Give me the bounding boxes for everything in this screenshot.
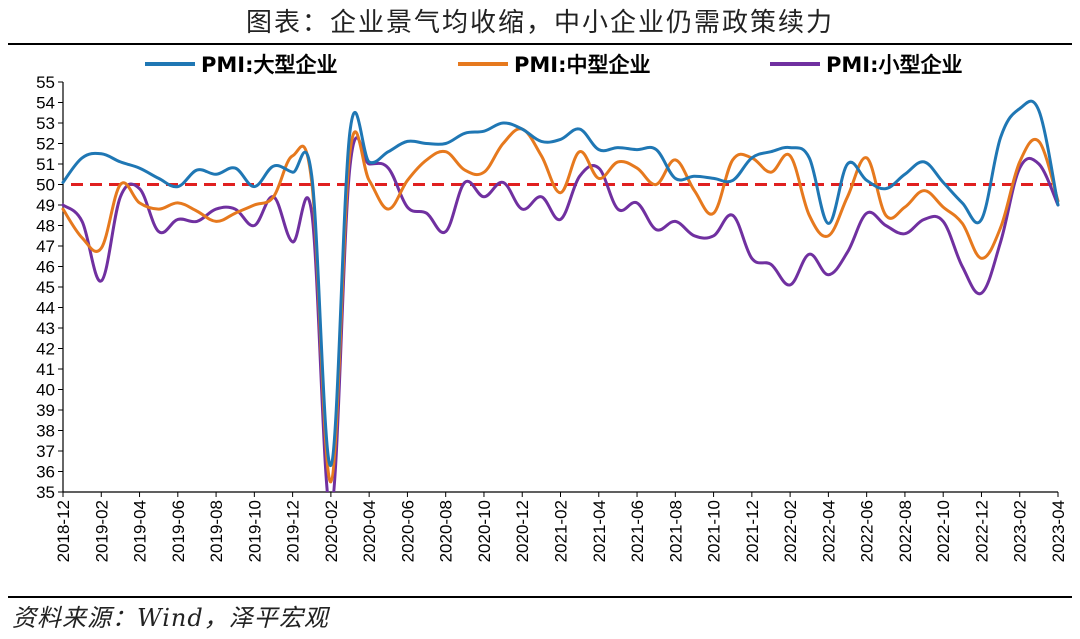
chart-title: 图表：企业景气均收缩，中小企业仍需政策续力 bbox=[245, 8, 834, 38]
y-tick-label: 51 bbox=[36, 155, 55, 174]
x-tick-label: 2021-10 bbox=[705, 500, 724, 562]
x-tick-label: 2022-08 bbox=[896, 500, 915, 562]
x-tick-label: 2022-12 bbox=[972, 500, 991, 562]
y-tick-label: 40 bbox=[36, 381, 55, 400]
y-tick-label: 45 bbox=[36, 278, 55, 297]
x-tick-label: 2023-04 bbox=[1049, 500, 1068, 562]
line-chart: PMI:大型企业 PMI:中型企业 PMI:小型企业 353637383940414… bbox=[36, 53, 1068, 562]
y-tick-label: 55 bbox=[36, 73, 55, 92]
x-tick-label: 2019-06 bbox=[169, 500, 188, 562]
series-line-2 bbox=[61, 136, 1060, 492]
x-tick-label: 2022-06 bbox=[858, 500, 877, 562]
x-tick-label: 2020-06 bbox=[398, 500, 417, 562]
y-tick-label: 43 bbox=[36, 319, 55, 338]
y-tick-label: 46 bbox=[36, 258, 55, 277]
x-tick-label: 2021-02 bbox=[552, 500, 571, 562]
series-line-0 bbox=[61, 99, 1060, 467]
x-tick-label: 2019-10 bbox=[245, 500, 264, 562]
x-tick-label: 2021-06 bbox=[628, 500, 647, 562]
y-tick-label: 41 bbox=[36, 360, 55, 379]
source-note: 资料来源：Wind，泽平宏观 bbox=[12, 604, 329, 632]
x-tick-label: 2022-02 bbox=[781, 500, 800, 562]
y-tick-label: 37 bbox=[36, 442, 55, 461]
x-tick-label: 2022-10 bbox=[934, 500, 953, 562]
y-tick-label: 39 bbox=[36, 401, 55, 420]
x-tick-label: 2020-12 bbox=[513, 500, 532, 562]
x-tick-label: 2021-12 bbox=[743, 500, 762, 562]
y-tick-label: 44 bbox=[36, 299, 55, 318]
x-tick-label: 2019-08 bbox=[207, 500, 226, 562]
y-tick-label: 54 bbox=[36, 94, 55, 113]
y-tick-label: 52 bbox=[36, 135, 55, 154]
source-rule bbox=[8, 596, 1072, 598]
series-lines bbox=[61, 99, 1060, 492]
x-tick-label: 2020-02 bbox=[322, 500, 341, 562]
x-axis: 2018-12 2019-02 2019-04 2019-06 2019-08 2019-… bbox=[54, 491, 1068, 562]
x-tick-label: 2022-04 bbox=[819, 500, 838, 562]
y-tick-label: 36 bbox=[36, 463, 55, 482]
x-tick-label: 2018-12 bbox=[54, 500, 73, 562]
legend: PMI:大型企业 PMI:中型企业 PMI:小型企业 bbox=[145, 53, 963, 77]
x-tick-label: 2019-02 bbox=[92, 500, 111, 562]
x-tick-label: 2020-04 bbox=[360, 500, 379, 562]
y-tick-label: 50 bbox=[36, 176, 55, 195]
y-tick-label: 47 bbox=[36, 237, 55, 256]
y-tick-label: 53 bbox=[36, 114, 55, 133]
x-tick-label: 2021-08 bbox=[666, 500, 685, 562]
y-tick-label: 42 bbox=[36, 340, 55, 359]
x-tick-label: 2020-10 bbox=[475, 500, 494, 562]
x-tick-label: 2019-12 bbox=[284, 500, 303, 562]
legend-label: PMI:小型企业 bbox=[826, 53, 963, 77]
title-rule bbox=[8, 43, 1072, 45]
x-tick-label: 2023-02 bbox=[1011, 500, 1030, 562]
legend-label: PMI:中型企业 bbox=[514, 53, 651, 77]
y-tick-label: 35 bbox=[36, 483, 55, 502]
y-tick-label: 38 bbox=[36, 422, 55, 441]
legend-label: PMI:大型企业 bbox=[201, 53, 338, 77]
series-line-1 bbox=[61, 127, 1060, 484]
x-tick-label: 2019-04 bbox=[131, 500, 150, 562]
x-tick-label: 2020-08 bbox=[437, 500, 456, 562]
x-tick-label: 2021-04 bbox=[590, 500, 609, 562]
y-tick-label: 49 bbox=[36, 196, 55, 215]
y-tick-label: 48 bbox=[36, 217, 55, 236]
